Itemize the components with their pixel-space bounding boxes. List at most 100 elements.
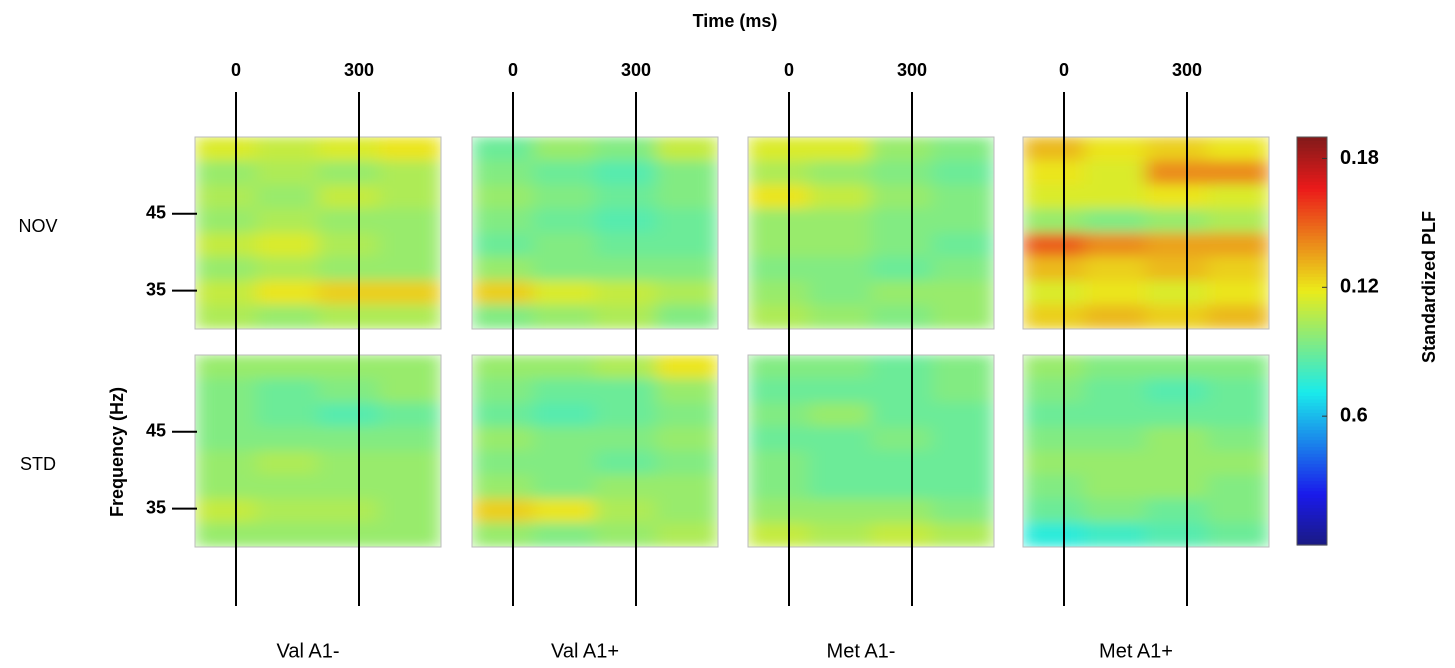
colorbar-swatch [1297,473,1327,478]
heatmap-cell [809,450,872,476]
x-tick-label: 300 [344,60,374,80]
heatmap-cell [1023,137,1085,162]
heatmap-cell [533,355,596,380]
column-label: Val A1- [277,640,340,662]
colorbar-swatch [1297,446,1327,451]
heatmap-cell [870,522,933,547]
y-tick-label: 45 [146,203,166,223]
heatmap-cell [317,256,380,282]
heatmap-cell [317,474,380,500]
colorbar-swatch [1297,511,1327,515]
colorbar-swatch [1297,368,1327,373]
heatmap-cell [1207,304,1269,329]
heatmap-cell [748,355,810,380]
heatmap-cell [195,208,257,234]
heatmap-cell [472,355,534,380]
heatmap-cell [932,280,994,306]
colorbar-swatch [1297,517,1327,522]
heatmap-cell [932,355,994,380]
heatmap-cell [932,184,994,210]
heatmap-cell [594,522,657,547]
heatmap-cell [256,232,319,258]
heatmap-cell [748,184,810,210]
heatmap-cell [1023,450,1085,476]
heatmap-cell [594,378,657,404]
heatmap-panel [748,137,994,329]
colorbar-swatch [1297,290,1327,294]
heatmap-cell [870,232,933,258]
colorbar-swatch [1297,181,1327,186]
colorbar-swatch [1297,436,1327,441]
colorbar-swatch [1297,245,1327,250]
colorbar-swatch [1297,307,1327,311]
heatmap-cell [870,498,933,524]
heatmap-cell [870,402,933,428]
heatmap-cell [379,280,441,306]
colorbar-swatch [1297,466,1327,471]
heatmap-cell [1207,280,1269,306]
column-label: Met A1- [827,640,896,662]
heatmap-panel [748,355,994,547]
colorbar-swatch [1297,205,1327,209]
heatmap-cell [317,184,380,210]
heatmap-cell [656,160,718,186]
colorbar-swatch [1297,262,1327,267]
colorbar-swatch [1297,296,1327,301]
colorbar-swatch [1297,490,1327,495]
heatmap-cell [1084,474,1147,500]
heatmap-cell [1084,137,1147,162]
heatmap-cell [1207,426,1269,452]
column-label: Met A1+ [1099,640,1173,662]
heatmap-panel [1023,137,1269,329]
heatmap-panel [472,137,718,329]
heatmap-cell [1207,232,1269,258]
heatmap-cell [1023,474,1085,500]
heatmap-cell [1145,426,1208,452]
heatmap-cell [533,498,596,524]
heatmap-cell [1145,378,1208,404]
colorbar-swatch [1297,330,1327,335]
heatmap-cell [870,378,933,404]
heatmap-cell [195,402,257,428]
heatmap-cells [472,137,718,329]
heatmap-cell [1084,160,1147,186]
heatmap-cell [656,232,718,258]
colorbar-swatch [1297,235,1327,240]
heatmap-cells [748,137,994,329]
heatmap-cell [195,280,257,306]
heatmap-cell [1207,474,1269,500]
heatmap-cell [594,474,657,500]
colorbar-swatch [1297,211,1327,216]
colorbar-swatch [1297,388,1327,393]
heatmap-cell [594,256,657,282]
colorbar-swatch [1297,385,1327,390]
heatmap-cell [656,378,718,404]
panel-frame [1022,136,1270,330]
x-tick-label: 0 [1059,60,1069,80]
heatmap-cell [1023,498,1085,524]
heatmap-cell [317,280,380,306]
colorbar-swatch [1297,171,1327,175]
heatmap-cell [317,304,380,329]
panel-frame [747,136,995,330]
heatmap-cell [1207,256,1269,282]
colorbar-swatch [1297,313,1327,318]
heatmap-cell [594,450,657,476]
heatmap-cell [656,304,718,329]
heatmap-panel [195,355,441,547]
colorbar-swatch [1297,239,1327,243]
colorbar-swatch [1297,432,1327,437]
colorbar-swatch [1297,494,1327,498]
colorbar-swatch [1297,453,1327,458]
heatmap-cell [472,426,534,452]
heatmap-cell [256,474,319,500]
heatmap-cell [1084,450,1147,476]
heatmap-cell [1084,522,1147,547]
colorbar-swatch [1297,215,1327,220]
heatmap-cell [870,160,933,186]
colorbar-swatch [1297,514,1327,519]
colorbar-swatch [1297,541,1327,546]
heatmap-cell [656,402,718,428]
heatmap-cell [256,280,319,306]
heatmap-cell [195,184,257,210]
